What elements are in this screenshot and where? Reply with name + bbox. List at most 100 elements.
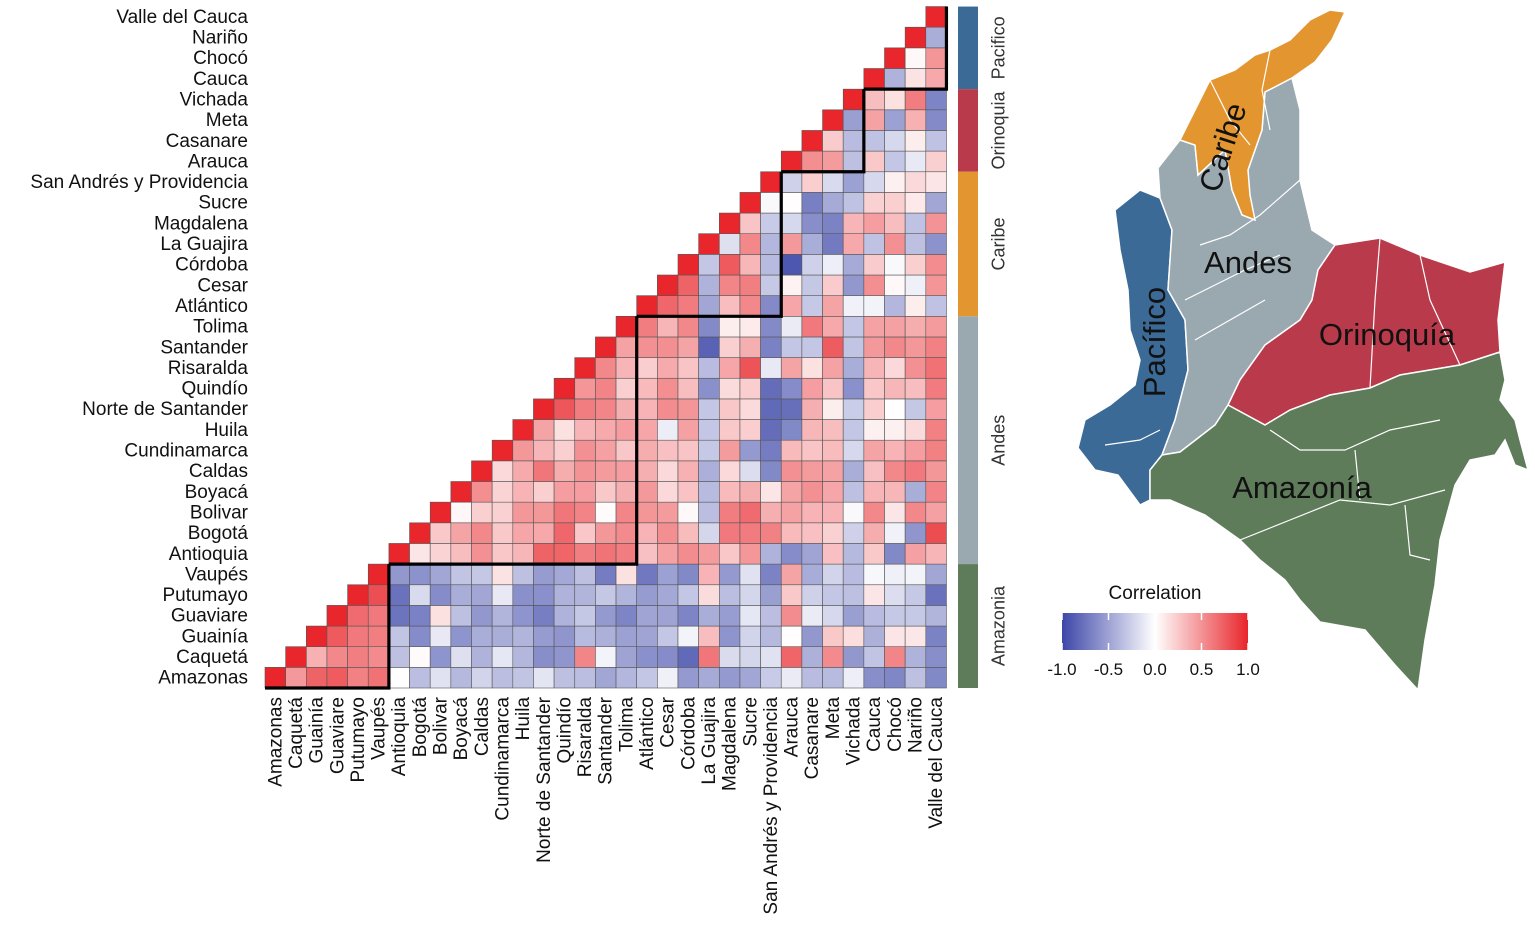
legend-tick-label: 0.0 <box>1143 660 1167 679</box>
x-tick-label: Bogotá <box>410 697 431 758</box>
x-tick-label: Córdoba <box>678 697 699 770</box>
y-tick-label: Atlántico <box>175 296 248 317</box>
x-tick-label: Bolivar <box>431 696 452 755</box>
region-bar-segment <box>958 6 978 90</box>
region-block-outlines <box>265 6 949 690</box>
x-tick-label: Valle del Cauca <box>926 697 947 829</box>
y-tick-label: Córdoba <box>175 255 248 276</box>
x-tick-label: Atlántico <box>637 697 658 770</box>
x-tick-label: Vichada <box>844 697 865 766</box>
legend-tick-label: -0.5 <box>1094 660 1123 679</box>
y-tick-label: Putumayo <box>162 585 248 606</box>
x-tick-label: Magdalena <box>720 697 741 791</box>
y-tick-label: Vaupés <box>185 564 248 585</box>
region-block-outline <box>388 316 639 566</box>
x-tick-label: Antioquia <box>389 697 410 777</box>
y-tick-label: La Guajira <box>160 234 248 255</box>
x-tick-label: Boyacá <box>451 697 472 761</box>
y-tick-label: Nariño <box>192 28 248 49</box>
region-block-outline <box>265 564 391 690</box>
x-tick-label: Casanare <box>802 697 823 779</box>
y-tick-label: Antioquia <box>169 544 249 565</box>
y-tick-label: Sucre <box>198 193 248 214</box>
region-bar-label: Caribe <box>989 218 1009 271</box>
region-block-outline <box>863 6 949 91</box>
map-label-pacifico: Pacífico <box>1137 287 1172 397</box>
y-tick-label: Amazonas <box>158 668 248 689</box>
y-tick-label: Arauca <box>188 151 249 172</box>
y-tick-label: Tolima <box>193 317 248 338</box>
x-axis-labels: Amazonas Caquetá Guainía Guaviare Putumayo Va… <box>265 696 947 914</box>
y-tick-label: Cauca <box>193 69 248 90</box>
x-tick-label: Nariño <box>905 697 926 753</box>
y-tick-label: Vichada <box>180 89 249 110</box>
heatmap-cells <box>264 6 947 689</box>
region-bar-label: Andes <box>989 415 1009 466</box>
y-tick-label: Cesar <box>197 275 248 296</box>
region-bar-segment <box>958 89 978 172</box>
x-tick-label: Caquetá <box>286 697 307 769</box>
region-bar-label: Pacifico <box>989 16 1009 79</box>
y-tick-label: San Andrés y Providencia <box>30 172 248 193</box>
x-tick-label: Tolima <box>616 697 637 752</box>
x-tick-label: Chocó <box>885 697 906 752</box>
map-label-andes: Andes <box>1204 245 1292 280</box>
x-tick-label: Quindío <box>554 697 575 764</box>
x-tick-label: Putumayo <box>348 697 369 783</box>
x-tick-label: Sucre <box>740 697 761 747</box>
y-tick-label: Cundinamarca <box>124 441 248 462</box>
x-tick-label: Cesar <box>658 696 679 747</box>
map-label-amazonia: Amazonía <box>1232 470 1372 505</box>
region-bar-segment <box>958 171 978 317</box>
y-tick-label: Bogotá <box>188 523 249 544</box>
y-tick-label: Valle del Cauca <box>116 7 248 28</box>
y-tick-label: Caquetá <box>176 647 248 668</box>
y-tick-label: Norte de Santander <box>82 399 249 420</box>
x-tick-label: San Andrés y Providencia <box>761 697 782 915</box>
legend-tick-label: -1.0 <box>1047 660 1076 679</box>
x-tick-label: Caldas <box>472 697 493 756</box>
legend-ticks: -1.0 -0.5 0.0 0.5 1.0 <box>1047 613 1260 679</box>
y-tick-label: Risaralda <box>168 358 249 379</box>
y-tick-label: Guainía <box>181 626 248 647</box>
map-label-orinoquia: Orinoquía <box>1319 317 1456 352</box>
region-bar-label: Orinoquia <box>989 90 1009 169</box>
y-tick-label: Bolivar <box>190 502 249 523</box>
x-tick-label: La Guajira <box>699 697 720 785</box>
y-tick-label: Boyacá <box>185 482 249 503</box>
legend-tick-label: 1.0 <box>1236 660 1260 679</box>
y-tick-label: Santander <box>160 337 248 358</box>
legend-title: Correlation <box>1109 583 1202 604</box>
region-block-outline <box>636 171 783 318</box>
region-bar-label: Amazonia <box>989 585 1009 666</box>
y-tick-label: Huila <box>205 420 249 441</box>
x-tick-label: Huila <box>513 697 534 741</box>
x-tick-label: Arauca <box>782 697 803 758</box>
region-bar-segment <box>958 316 978 565</box>
y-tick-label: Magdalena <box>154 213 248 234</box>
region-block-outline <box>781 89 866 174</box>
x-tick-label: Guainía <box>307 697 328 764</box>
x-tick-label: Risaralda <box>575 697 596 778</box>
map-department-borders <box>1104 49 1461 561</box>
x-tick-label: Vaupés <box>369 697 390 760</box>
x-tick-label: Meta <box>823 697 844 740</box>
y-tick-label: Quindío <box>181 379 248 400</box>
y-axis-labels: Valle del CaucaNariñoChocóCaucaVichadaMe… <box>30 7 248 689</box>
y-tick-label: Guaviare <box>171 606 248 627</box>
y-tick-label: Meta <box>206 110 249 131</box>
region-bar-segment <box>958 564 978 688</box>
y-tick-label: Casanare <box>166 131 248 152</box>
x-tick-label: Amazonas <box>265 697 286 787</box>
y-tick-label: Caldas <box>189 461 248 482</box>
y-tick-label: Chocó <box>193 48 248 69</box>
x-tick-label: Norte de Santander <box>534 696 555 863</box>
x-tick-label: Cauca <box>864 697 885 752</box>
x-tick-label: Santander <box>596 696 617 784</box>
legend-tick-label: 0.5 <box>1190 660 1214 679</box>
